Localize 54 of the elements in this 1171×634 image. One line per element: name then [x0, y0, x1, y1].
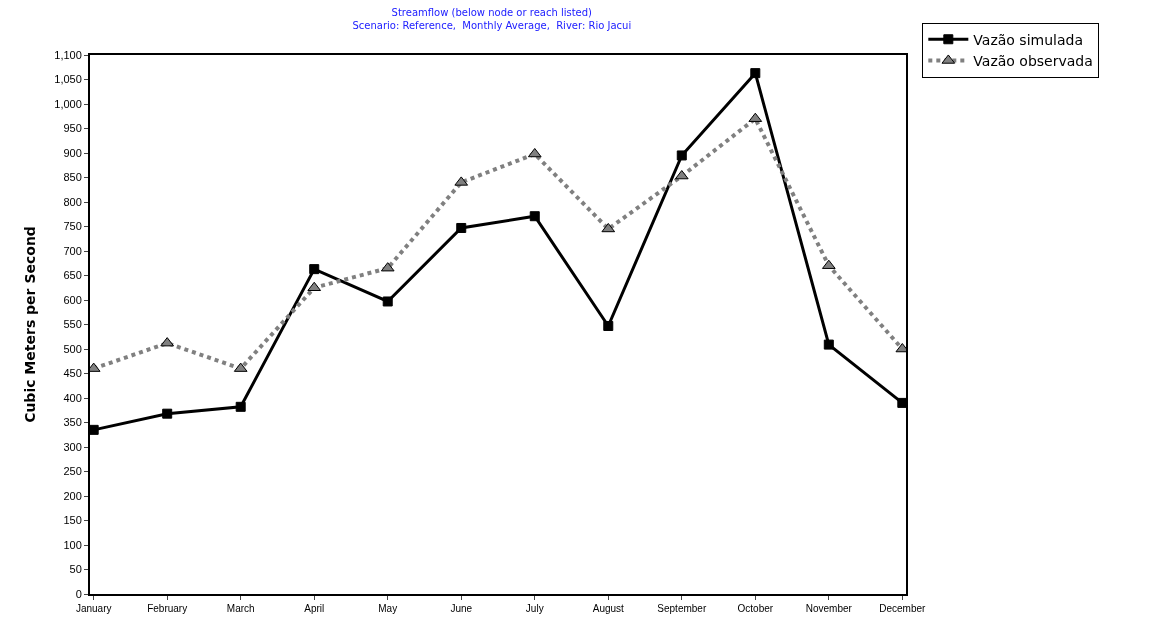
x-tick-label: February: [147, 603, 188, 614]
y-tick-label: 150: [63, 514, 82, 527]
x-tick-label: December: [879, 603, 927, 614]
y-tick-label: 0: [75, 587, 82, 600]
chart-title: Streamflow (below node or reach listed): [391, 6, 593, 18]
y-tick-label: 100: [63, 538, 82, 551]
x-tick-label: November: [805, 603, 853, 614]
y-tick-label: 1,000: [54, 97, 82, 110]
y-tick-label: 50: [69, 563, 82, 576]
y-tick-label: 250: [63, 465, 82, 478]
point: [456, 222, 467, 233]
point: [529, 211, 540, 222]
y-tick-label: 350: [63, 416, 82, 429]
y-tick-label: 200: [63, 489, 82, 502]
point: [897, 397, 906, 408]
y-tick-label: 900: [63, 146, 82, 159]
y-tick-label: 650: [63, 269, 82, 282]
x-tick-label: May: [378, 603, 398, 614]
y-tick-label: 700: [63, 244, 82, 257]
y-tick-label: 550: [63, 318, 82, 331]
point: [90, 424, 99, 435]
point: [235, 401, 246, 412]
y-axis-title: Cubic Meters per Second: [22, 226, 39, 423]
x-tick-label: August: [592, 603, 625, 614]
y-tick-label: 1,050: [54, 73, 82, 86]
x-tick-label: March: [226, 603, 255, 614]
point: [162, 408, 173, 419]
y-tick-label: 500: [63, 342, 82, 355]
point: [603, 320, 614, 331]
chart-subtitle: Scenario: Reference, Monthly Average, River: Rio Jacui: [352, 19, 632, 31]
x-tick-label: June: [450, 603, 473, 614]
point: [750, 68, 761, 79]
y-tick-label: 400: [63, 391, 82, 404]
y-tick-label: 600: [63, 293, 82, 306]
y-tick-label: 950: [63, 122, 82, 135]
x-tick-label: January: [75, 603, 112, 614]
point: [601, 222, 616, 233]
x-tick-label: October: [737, 603, 774, 614]
x-tick-label: April: [304, 603, 325, 614]
legend-label: Vazão observada: [973, 52, 1093, 69]
y-tick-label: 850: [63, 171, 82, 184]
x-tick-label: July: [525, 603, 544, 614]
y-tick-label: 1,100: [54, 48, 82, 61]
y-tick-label: 800: [63, 195, 82, 208]
y-tick-label: 750: [63, 220, 82, 233]
y-tick-label: 450: [63, 367, 82, 380]
point: [823, 339, 834, 350]
legend-label: Vazão simulada: [973, 31, 1083, 48]
y-tick-label: 300: [63, 440, 82, 453]
point: [382, 296, 393, 307]
point: [309, 264, 320, 275]
x-tick-label: September: [657, 603, 707, 614]
point: [527, 147, 542, 158]
point: [676, 150, 687, 161]
